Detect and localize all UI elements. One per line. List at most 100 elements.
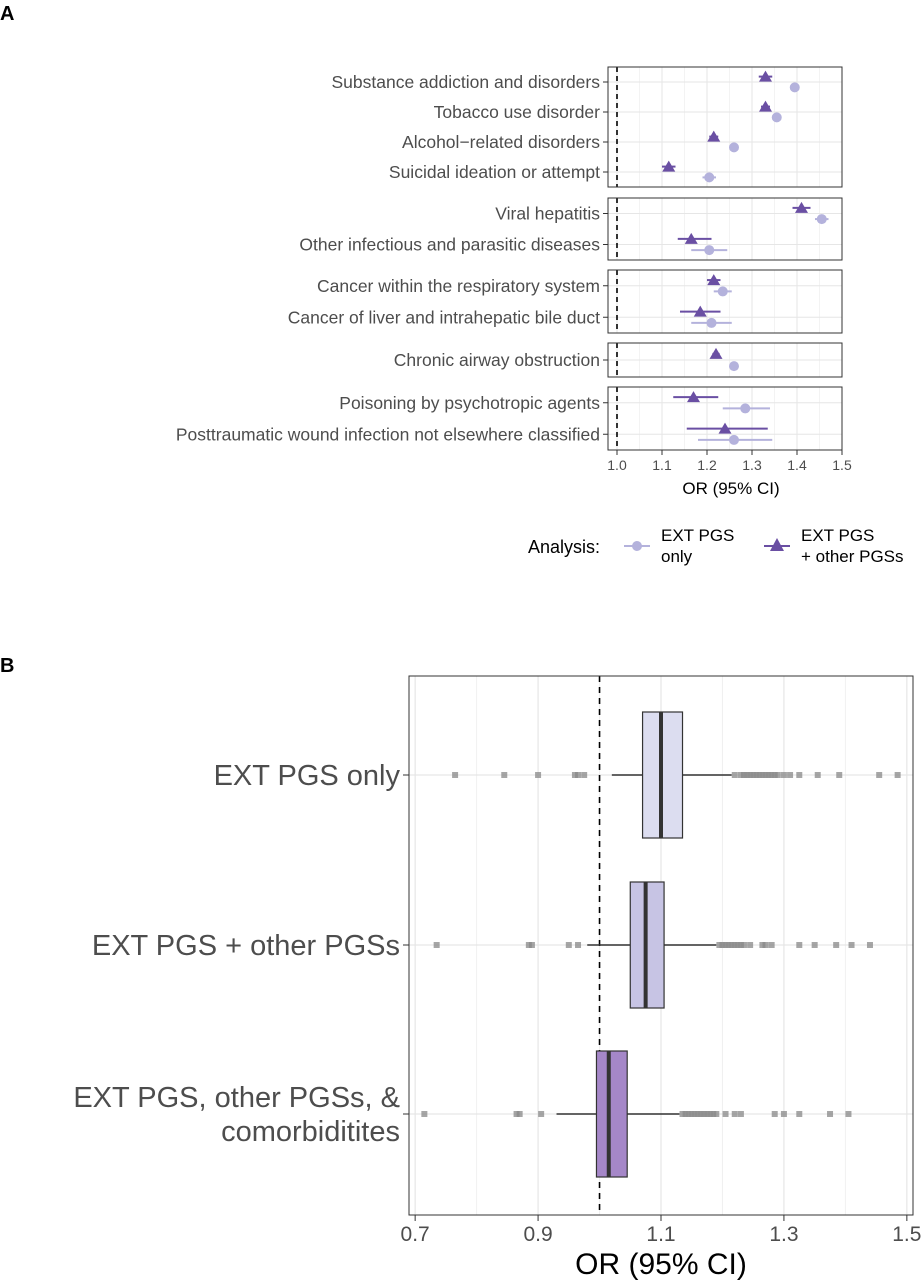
point-ext-other-posttraumatic-wound-infection-not-elsewhere-classified [718,422,732,434]
outlier-point [728,942,735,948]
y-tick-label-cancer-of-liver-and-intrahepatic-bile-duct: Cancer of liver and intrahepatic bile du… [288,307,600,327]
x-tick-label: 0.9 [523,1223,552,1246]
facet-panel-border [607,342,843,378]
y-tick-label-cancer-within-the-respiratory-system: Cancer within the respiratory system [317,276,600,296]
outlier-point [768,942,775,948]
outlier-point [501,772,508,778]
boxplot-x-axis-title: OR (95% CI) [575,1248,747,1280]
y-tick-label-viral-hepatitis: Viral hepatitis [495,204,600,224]
point-ext-other-other-infectious-and-parasitic-diseases [684,232,698,244]
point-ext-other-viral-hepatitis [795,201,808,213]
outlier-point [768,772,775,778]
outlier-point [719,942,726,948]
y-tick-label-chronic-airway-obstruction: Chronic airway obstruction [394,350,600,370]
y-tick-label-alcohol-related-disorders: Alcohol−related disorders [402,132,600,152]
outlier-point [682,1111,689,1117]
forest-x-axis: 1.0 1.1 1.2 1.3 1.4 1.5 [607,450,852,473]
outlier-point [694,1111,701,1117]
point-ext-other-poisoning-by-psychotropic-agents [687,391,700,403]
outlier-point [753,772,760,778]
point-ext-only-alcohol-related-disorders [729,142,739,153]
outlier-point [771,772,778,778]
outlier-point [876,772,883,778]
outlier-point [679,1111,686,1117]
forest-plot: Substance addiction and disorders Tobacco… [176,66,843,451]
outlier-point [716,942,723,948]
outlier-point [750,772,757,778]
legend-label-ext-only-line2: only [661,547,693,566]
x-tick-label: 1.1 [646,1223,675,1246]
outlier-point [737,942,744,948]
outlier-point [565,942,572,948]
outlier-point [538,1111,545,1117]
outlier-point [787,772,794,778]
legend-label-ext-other-line1: EXT PGS [801,526,874,545]
point-ext-only-viral-hepatitis [816,214,827,225]
outlier-point [814,772,821,778]
outlier-point [737,1111,744,1117]
outlier-point [747,942,754,948]
outlier-point [894,772,901,778]
outlier-point [737,772,744,778]
point-ext-only-other-infectious-and-parasitic-diseases [704,245,715,256]
boxplot: EXT PGS only EXT PGS + other PGSs EXT PGS,… [73,675,921,1246]
facet-panel-border [607,386,843,451]
x-tick-label: 0.7 [401,1223,430,1246]
outlier-point [780,772,787,778]
outlier-point [575,942,582,948]
y-tick-label-ext-pgs-other-pgss-comorbiditites: EXT PGS, other PGSs, & [73,1082,400,1114]
outlier-point [452,772,459,778]
legend-label-ext-only-line1: EXT PGS [661,526,734,545]
outlier-point [575,772,582,778]
outlier-point [421,1111,428,1117]
x-tick-label: 1.3 [769,1223,798,1246]
outlier-point [513,1111,520,1117]
outlier-point [731,942,738,948]
outlier-point [525,942,532,948]
y-tick-label-ext-pgs-only: EXT PGS only [214,760,401,792]
outlier-point [704,1111,711,1117]
point-ext-other-cancer-of-liver-and-intrahepatic-bile-duct [693,305,707,317]
outlier-point [780,1111,787,1117]
outlier-point [688,1111,695,1117]
outlier-point [691,1111,698,1117]
outlier-point [827,1111,834,1117]
outlier-point [774,772,781,778]
legend-key-triangle-ext-other [770,538,784,551]
legend-label-ext-other-line2: + other PGSs [801,547,904,566]
outlier-point [697,1111,704,1117]
point-ext-only-cancer-of-liver-and-intrahepatic-bile-duct [706,317,717,328]
outlier-point [796,1111,803,1117]
x-tick-label: 1.2 [697,457,717,473]
outlier-point [762,942,769,948]
forest-x-axis-title: OR (95% CI) [682,479,779,498]
point-ext-only-chronic-airway-obstruction [729,361,739,372]
y-tick-label-posttraumatic-wound-infection-not-elsewhere-classified: Posttraumatic wound infection not elsewh… [176,424,600,444]
point-ext-other-cancer-within-the-respiratory-system [707,274,721,286]
outlier-point [731,1111,738,1117]
outlier-point [759,942,766,948]
legend: Analysis: EXT PGS only EXT PGS + other P… [528,526,904,566]
outlier-point [707,1111,714,1117]
legend-key-circle-ext-only [632,541,642,551]
outlier-point [756,772,763,778]
panel-label-a: A [0,3,14,25]
point-ext-only-substance-addiction-and-disorders [789,82,800,93]
point-ext-other-tobacco-use-disorder [759,100,772,112]
facet-panel-border [607,269,843,334]
outlier-point [725,942,732,948]
outlier-point [713,1111,720,1117]
outlier-point [866,942,873,948]
y-tick-label-other-infectious-and-parasitic-diseases: Other infectious and parasitic diseases [299,235,600,255]
y-tick-label-suicidal-ideation-or-attempt: Suicidal ideation or attempt [389,162,600,182]
outlier-point [845,1111,852,1117]
outlier-point [740,772,747,778]
outlier-point [762,772,769,778]
facet-panel-bg [608,67,842,187]
outlier-point [685,1111,692,1117]
outlier-point [744,772,751,778]
point-ext-other-alcohol-related-disorders [707,130,721,142]
outlier-point [796,942,803,948]
y-tick-label-tobacco-use-disorder: Tobacco use disorder [434,102,601,122]
